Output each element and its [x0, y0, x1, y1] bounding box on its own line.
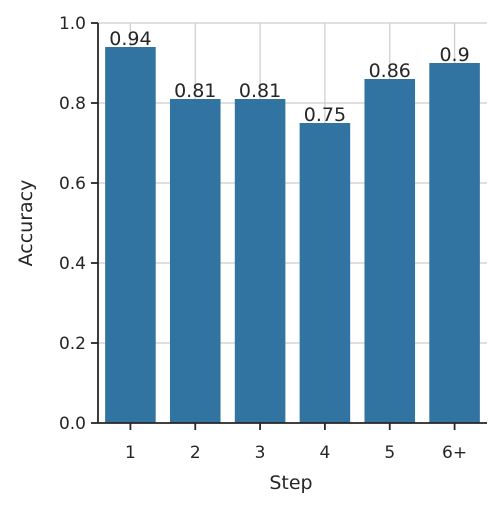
x-tick-label: 2	[190, 443, 201, 463]
x-tick-label: 5	[384, 443, 395, 463]
x-tick-label: 3	[255, 443, 266, 463]
value-label: 0.75	[304, 104, 346, 126]
bar	[105, 47, 156, 423]
x-tick-label: 6+	[442, 443, 467, 463]
y-tick-label: 0.8	[59, 94, 86, 114]
value-label: 0.86	[369, 60, 411, 82]
x-axis-label: Step	[269, 472, 312, 494]
bar	[429, 63, 480, 423]
value-label: 0.9	[439, 44, 469, 66]
y-tick-label: 0.4	[59, 254, 86, 274]
y-tick-label: 0.0	[59, 414, 86, 434]
y-tick-label: 0.6	[59, 174, 86, 194]
bar	[299, 123, 351, 423]
y-axis-label: Accuracy	[15, 180, 37, 267]
bar	[234, 99, 286, 423]
y-tick-label: 0.2	[59, 334, 86, 354]
x-tick-label: 4	[320, 443, 331, 463]
value-label: 0.94	[109, 28, 151, 50]
x-tick-label: 1	[125, 443, 136, 463]
value-label: 0.81	[239, 80, 281, 102]
bar	[169, 99, 221, 423]
y-tick-label: 1.0	[59, 14, 86, 34]
value-label: 0.81	[174, 80, 216, 102]
bar	[364, 79, 416, 423]
